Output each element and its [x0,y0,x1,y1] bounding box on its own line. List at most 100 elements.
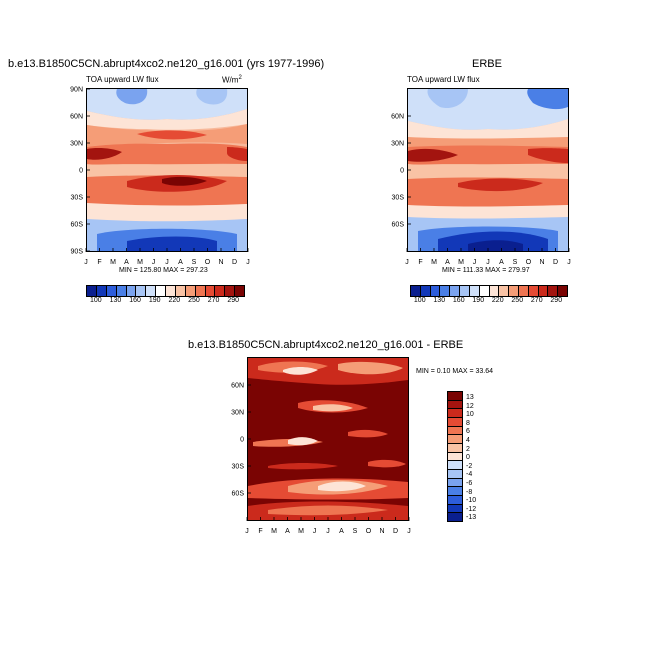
y-tick-label: 30S [71,195,84,202]
colorbar-swatch [517,286,528,296]
y-tick-label: 90N [70,87,83,94]
y-tick-label: 30N [391,141,404,148]
colorbar-label: 4 [466,437,470,444]
colorbar-swatch [174,286,185,296]
y-tick-label: 30S [232,464,245,471]
panel3-title: b.e13.B1850C5CN.abrupt4xco2.ne120_g16.00… [188,339,464,351]
panel1-stats: MIN = 125.80 MAX = 297.23 [119,267,208,274]
panel2-subtitle: TOA upward LW flux [407,75,480,84]
x-tick-label: O [526,259,532,266]
colorbar-swatch [547,286,558,296]
x-tick-label: M [458,259,464,266]
colorbar-swatch [135,286,146,296]
colorbar-label: 250 [188,297,200,304]
x-tick-label: J [567,259,571,266]
y-tick-label: 30N [70,141,83,148]
colorbar-label: -8 [466,488,473,496]
colorbar-label: 130 [433,297,446,304]
panel1-units: W/m2 [222,75,242,85]
colorbar-label: 270 [207,297,220,304]
colorbar-label: 100 [413,297,426,304]
y-tick-label: 0 [400,168,404,175]
panel1-field [87,89,247,251]
colorbar-swatch [115,286,126,296]
colorbar-swatch [419,286,430,296]
x-tick-label: M [137,259,143,266]
colorbar-swatch [214,286,225,296]
x-tick-label: N [379,528,384,535]
colorbar-label: -6 [466,480,473,487]
colorbar-label: 130 [109,297,122,304]
x-tick-label: M [271,528,277,535]
colorbar-label: 10 [466,411,474,419]
x-tick-label: J [405,259,409,266]
y-tick-label: 60N [231,383,244,390]
colorbar-swatch [125,286,136,296]
colorbar-swatch [448,512,462,522]
x-tick-label: A [124,259,129,266]
colorbar-swatch [448,477,462,487]
x-tick-label: J [84,259,88,266]
colorbar-swatch [155,286,165,296]
x-tick-label: J [246,259,250,266]
colorbar-swatch [448,408,462,418]
panel3-colorbar-labels: 13 12 10 8 6 4 2 0 -2 -4 -6 -8 -10 -12 -13 [466,391,496,522]
x-tick-label: A [178,259,183,266]
colorbar-swatch [411,286,420,296]
colorbar-swatch [429,286,440,296]
colorbar-label: -13 [466,514,477,522]
x-tick-label: M [298,528,304,535]
colorbar-swatch [448,503,462,513]
colorbar-label: 8 [466,419,470,427]
colorbar-label: 270 [530,297,543,304]
x-tick-label: N [539,259,544,266]
colorbar-swatch [184,286,195,296]
colorbar-swatch [448,469,462,478]
colorbar-swatch [234,286,244,296]
y-tick-label: 60S [232,491,245,498]
colorbar-swatch [448,399,462,409]
y-tick-label: 60N [391,114,404,121]
colorbar-label: -12 [466,505,477,513]
x-tick-label: J [152,259,156,266]
y-tick-label: 60N [70,114,83,121]
colorbar-swatch [105,286,116,296]
x-tick-label: O [366,528,372,535]
panel1-colorbar [86,285,245,297]
colorbar-swatch [459,286,469,296]
x-tick-label: S [192,259,197,266]
panel2-plot [407,88,569,252]
colorbar-label: 6 [466,428,470,436]
x-tick-label: M [431,259,437,266]
colorbar-label: 12 [466,402,474,410]
colorbar-label: 290 [227,297,240,304]
y-tick-label: 0 [79,168,83,175]
x-tick-label: J [165,259,169,266]
colorbar-swatch [448,460,462,470]
x-tick-label: O [205,259,211,266]
colorbar-swatch [87,286,96,296]
x-tick-label: A [445,259,450,266]
colorbar-label: 290 [550,297,563,304]
colorbar-label: -10 [466,497,477,505]
colorbar-swatch [448,425,462,435]
colorbar-swatch [557,286,567,296]
colorbar-label: 100 [89,297,102,304]
colorbar-swatch [448,434,462,444]
colorbar-swatch [224,286,235,296]
colorbar-swatch [508,286,518,296]
colorbar-label: 160 [452,297,465,304]
x-tick-label: A [285,528,290,535]
x-tick-label: A [499,259,504,266]
y-tick-label: 60S [392,222,405,229]
y-tick-label: 30N [231,410,244,417]
colorbar-swatch [145,286,156,296]
colorbar-label: 160 [129,297,141,304]
colorbar-swatch [448,392,462,400]
x-tick-label: J [326,528,330,535]
colorbar-swatch [448,417,462,426]
y-tick-label: 60S [71,222,84,229]
x-tick-label: D [393,528,398,535]
x-tick-label: S [513,259,518,266]
